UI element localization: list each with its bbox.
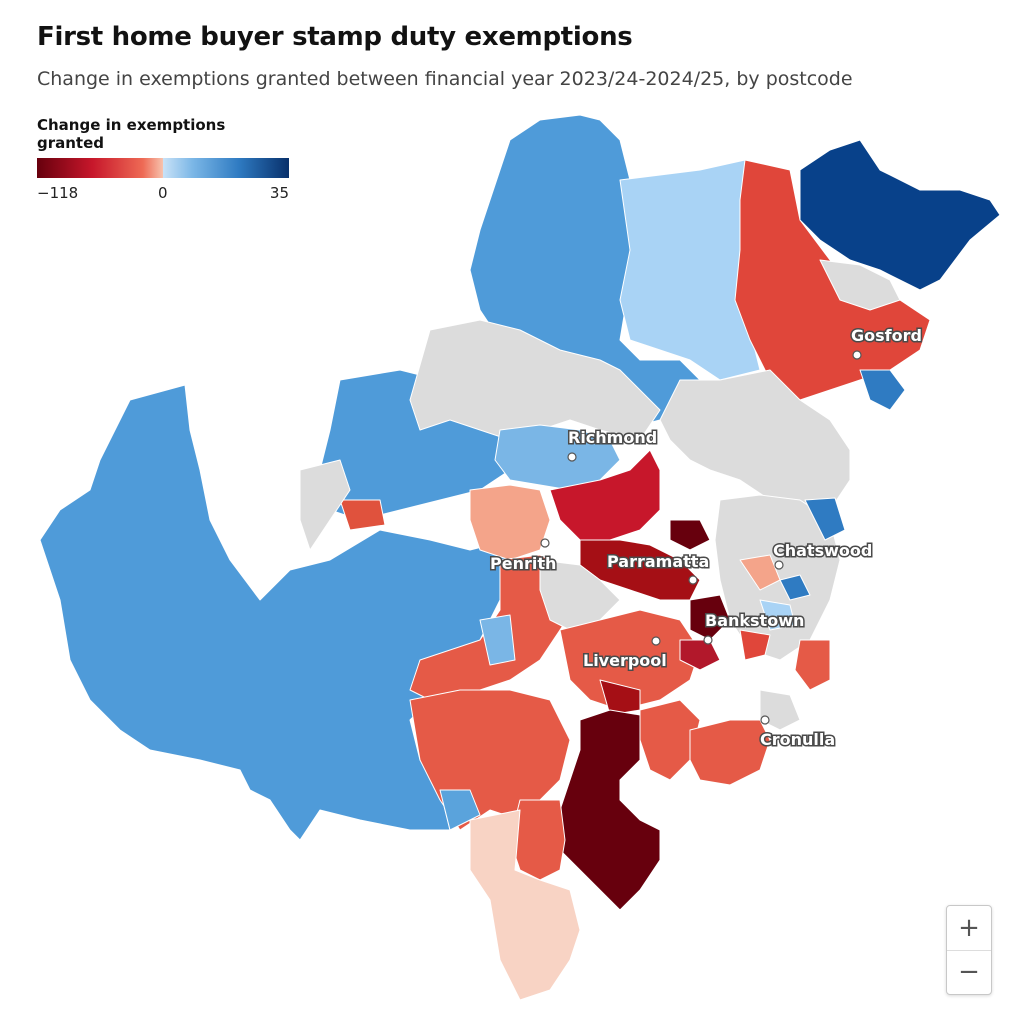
cronulla-label: Cronulla [760,730,835,749]
region-grey-north [409,319,661,441]
chart-subtitle: Change in exemptions granted between fin… [37,68,853,90]
region-inner-blue [779,574,811,601]
city-markers: Richmond Penrith Parramatta Chatswood Ba… [489,325,924,751]
region-grey-gosford [819,259,901,311]
region-parramatta-west [549,449,661,541]
chatswood-label: Chatswood [773,541,872,560]
region-north-light [619,159,761,381]
bankstown-label: Bankstown [705,611,804,630]
region-inner-lightblue [759,599,796,631]
richmond-marker[interactable] [567,452,577,462]
zoom-out-button[interactable]: − [947,950,991,993]
gosford-label: Gosford [851,326,922,345]
region-cronulla [759,689,801,731]
region-penrith [469,484,551,561]
region-grey-west [299,459,351,551]
chatswood-marker[interactable] [774,560,784,570]
parramatta-marker[interactable] [688,575,698,585]
zoom-control: + − [946,905,992,995]
region-south-blue [439,789,481,831]
richmond-label: Richmond [568,428,657,447]
legend-max-label: 35 [269,184,289,202]
penrith-marker[interactable] [540,538,550,548]
region-parramatta-east [669,519,711,551]
cronulla-marker[interactable] [760,715,770,725]
penrith-label: Penrith [490,554,556,573]
legend-mid-label: 0 [158,184,168,202]
chart-title: First home buyer stamp duty exemptions [37,22,633,52]
liverpool-label: Liverpool [583,651,667,670]
legend: Change in exemptions granted −118 0 35 [37,116,289,202]
region-bankstown-dark [689,594,731,641]
legend-color-bar [37,158,289,178]
bankstown-marker[interactable] [703,635,713,645]
region-south-mid [639,699,701,781]
region-south-salmon [469,809,581,1001]
region-west-lightblue [479,614,516,666]
region-eastern [794,639,831,691]
region-sutherland [689,719,771,786]
legend-min-label: −118 [37,184,79,202]
region-small-west-red [339,499,386,531]
parramatta-label: Parramatta [607,552,709,571]
legend-title: Change in exemptions granted [37,116,226,152]
region-inner-red [739,629,771,661]
gosford-marker[interactable] [852,350,862,360]
liverpool-marker[interactable] [651,636,661,646]
region-liverpool [559,609,701,711]
region-gosford-coast [859,369,906,411]
region-campbelltown [559,709,661,911]
region-north-shore [804,497,846,541]
region-north-east [799,139,1001,291]
zoom-in-button[interactable]: + [947,906,991,950]
